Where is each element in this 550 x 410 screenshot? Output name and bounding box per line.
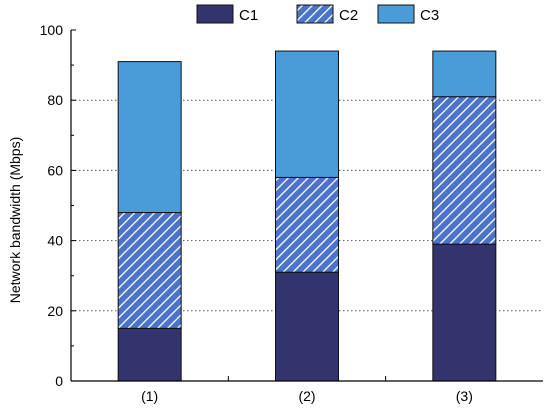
tick-labels: (1) (2) (3) 0 20 40 60 80 100	[40, 22, 473, 404]
bar-segment	[275, 176, 339, 273]
axes	[70, 29, 543, 382]
y-tick-label: 20	[47, 303, 63, 319]
legend-label: C3	[420, 7, 439, 24]
x-tick-label: (2)	[298, 388, 315, 404]
legend-swatch	[377, 4, 415, 24]
y-tick-label: 0	[55, 373, 63, 389]
bar-segment	[432, 96, 497, 245]
bar-segment	[117, 327, 182, 382]
bar-segment	[432, 50, 497, 98]
bar-segment	[275, 271, 339, 382]
legend-swatch	[296, 4, 334, 24]
x-tick-label: (1)	[141, 388, 158, 404]
x-tick-label: (3)	[456, 388, 473, 404]
bar-segment	[117, 212, 182, 329]
legend-swatch	[196, 4, 234, 24]
y-tick-label: 80	[47, 92, 63, 108]
legend-label: C2	[339, 7, 358, 24]
bar-segment	[275, 50, 339, 178]
y-tick-label: 100	[40, 22, 64, 38]
legend: C1 C2 C3	[196, 4, 439, 24]
legend-label: C1	[239, 7, 258, 24]
y-tick-label: 60	[47, 162, 63, 178]
bars	[117, 50, 497, 382]
bar-segment	[117, 61, 182, 214]
bar-segment	[432, 243, 497, 382]
y-tick-label: 40	[47, 233, 63, 249]
y-axis-label: Network bandwidth (Mbps)	[7, 137, 23, 304]
